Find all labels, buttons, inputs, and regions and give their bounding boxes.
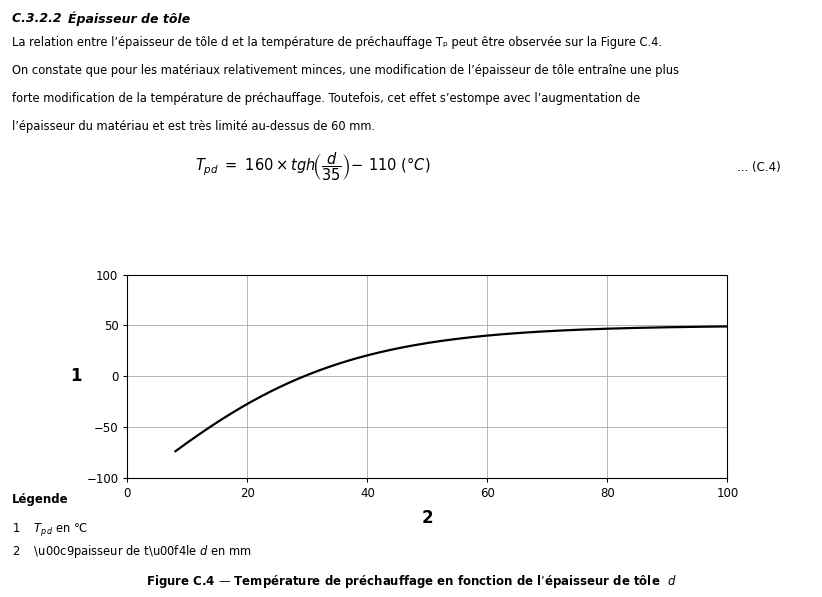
Text: forte modification de la température de préchauffage. Toutefois, cet effet s’est: forte modification de la température de … <box>12 92 640 105</box>
Text: l’épaisseur du matériau et est très limité au-dessus de 60 mm.: l’épaisseur du matériau et est très limi… <box>12 120 376 133</box>
Text: 1    $T_{pd}$ en °C: 1 $T_{pd}$ en °C <box>12 521 89 538</box>
Text: Légende: Légende <box>12 493 69 506</box>
Text: ... (C.4): ... (C.4) <box>737 161 781 174</box>
Text: C.3.2.2: C.3.2.2 <box>12 12 75 25</box>
Text: 2    \u00c9paisseur de t\u00f4le $d$ en mm: 2 \u00c9paisseur de t\u00f4le $d$ en mm <box>12 543 252 560</box>
Text: 2: 2 <box>422 509 433 527</box>
Text: On constate que pour les matériaux relativement minces, une modification de l’ép: On constate que pour les matériaux relat… <box>12 64 679 77</box>
Text: 1: 1 <box>71 367 82 385</box>
Text: Épaisseur de tôle: Épaisseur de tôle <box>68 12 191 26</box>
Text: Figure C.4 — Température de préchauffage en fonction de l’épaisseur de tôle  $d$: Figure C.4 — Température de préchauffage… <box>145 573 677 590</box>
Text: $T_{pd}\ =\ 160 \times tgh\!\left(\dfrac{d}{35}\right)\!-\,110\ (°C)$: $T_{pd}\ =\ 160 \times tgh\!\left(\dfrac… <box>195 151 430 183</box>
Text: La relation entre l’épaisseur de tôle d et la température de préchauffage Tₚ peu: La relation entre l’épaisseur de tôle d … <box>12 36 663 49</box>
